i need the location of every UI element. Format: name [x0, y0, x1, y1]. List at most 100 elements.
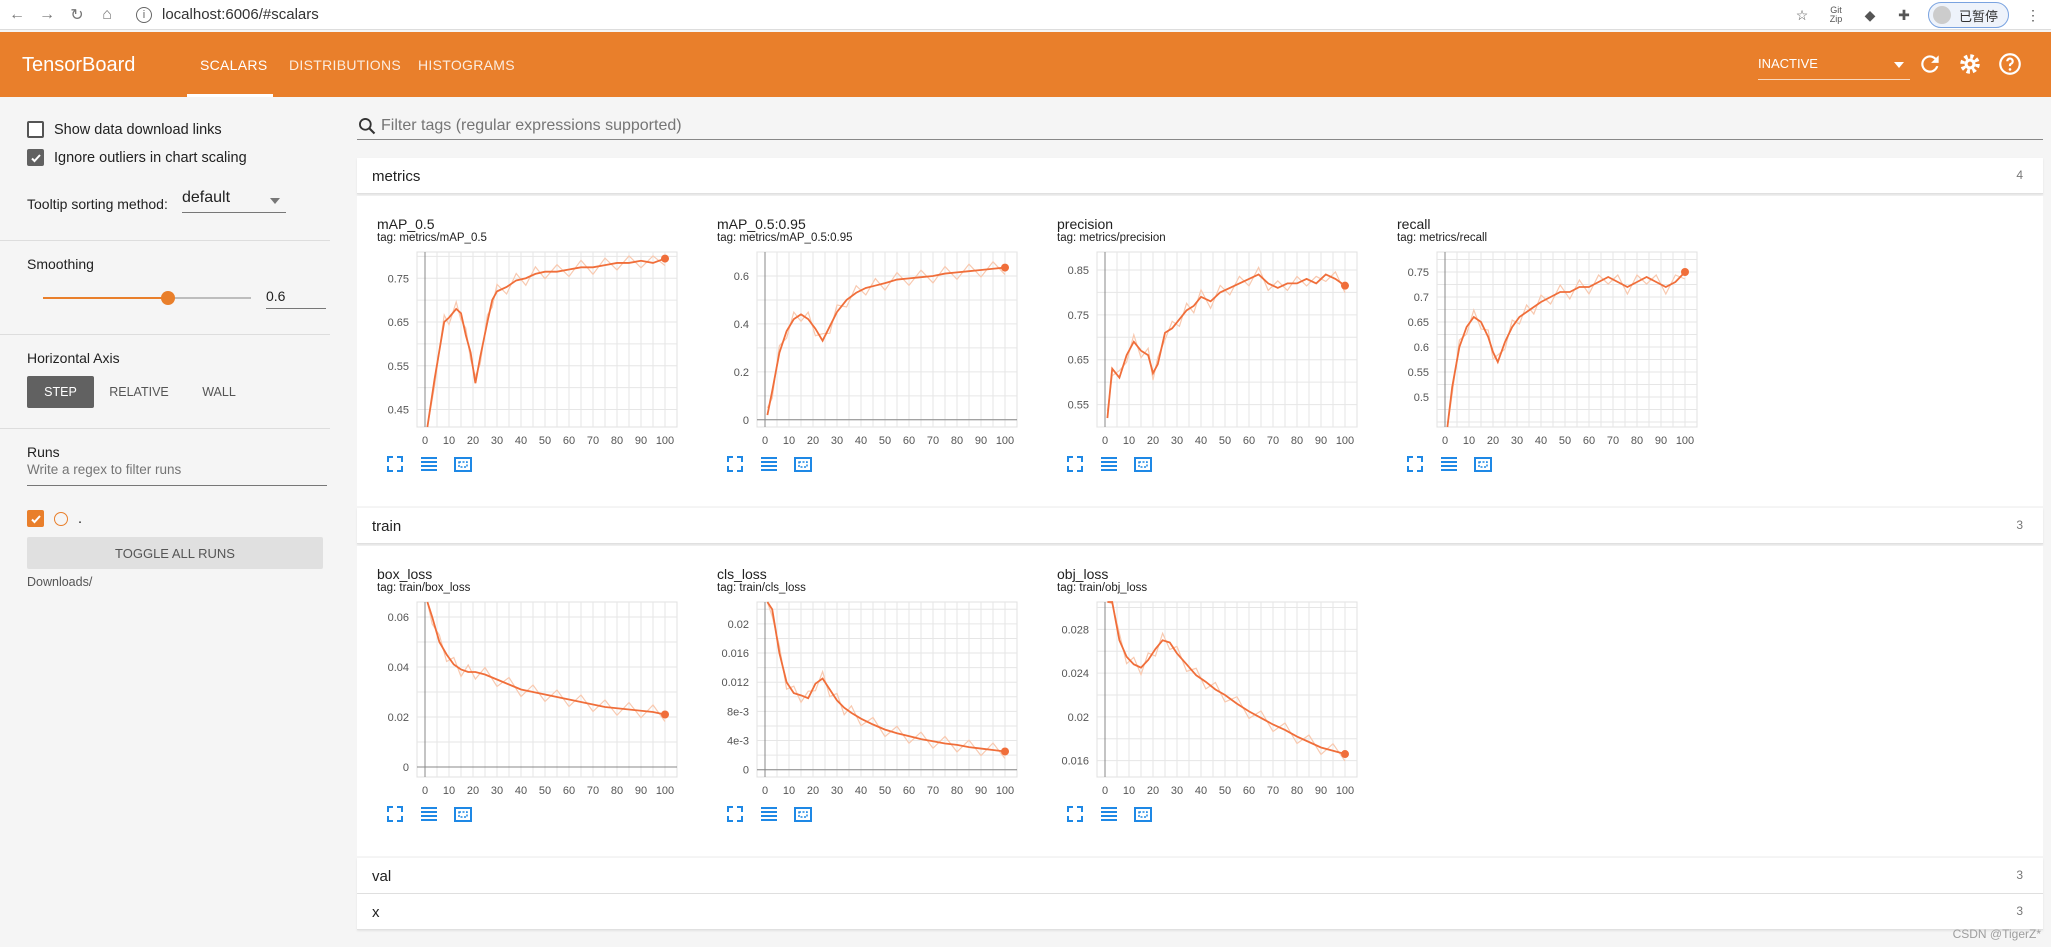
- chart-plot[interactable]: 0.5 0.55 0.6 0.65 0.7 0.75 0 10 20 30 40 50 60 70 80 90…: [1377, 246, 1707, 451]
- y-tick-label: 0.75: [388, 273, 409, 285]
- series-line[interactable]: [426, 601, 666, 716]
- log-scale-list-icon[interactable]: [1439, 454, 1459, 474]
- fit-domain-icon[interactable]: [793, 804, 813, 824]
- tab-scalars[interactable]: SCALARS: [200, 57, 268, 73]
- show-download-links-option[interactable]: Show data download links: [27, 121, 222, 138]
- info-icon[interactable]: i: [136, 6, 152, 23]
- fit-domain-icon[interactable]: [453, 804, 473, 824]
- refresh-icon[interactable]: [1917, 51, 1943, 77]
- log-scale-list-icon[interactable]: [419, 804, 439, 824]
- y-tick-label: 0: [403, 762, 409, 774]
- gitzip-extension-icon[interactable]: Git Zip: [1829, 5, 1843, 24]
- group-header-val[interactable]: val 3: [357, 858, 2043, 894]
- ignore-outliers-option[interactable]: Ignore outliers in chart scaling: [27, 149, 247, 166]
- fullscreen-icon[interactable]: [725, 804, 745, 824]
- chevron-down-icon: [270, 198, 280, 204]
- smoothing-slider[interactable]: [43, 291, 251, 305]
- axis-wall-button[interactable]: WALL: [202, 385, 236, 399]
- x-tick-label: 90: [1315, 785, 1327, 797]
- fit-domain-icon[interactable]: [1473, 454, 1493, 474]
- y-tick-label: 0.45: [388, 405, 409, 417]
- menu-icon[interactable]: ⋮: [2026, 6, 2040, 23]
- fullscreen-icon[interactable]: [1065, 454, 1085, 474]
- chart-plot[interactable]: 0 4e-3 8e-3 0.012 0.016 0.02 0 10 20 30 40 50 60 70 80…: [697, 596, 1027, 801]
- chart-plot[interactable]: 0 0.2 0.4 0.6 0 10 20 30 40 50 60 70 80 90 100: [697, 246, 1027, 451]
- fullscreen-icon[interactable]: [1065, 804, 1085, 824]
- x-tick-label: 70: [927, 435, 939, 447]
- x-tick-label: 90: [635, 785, 647, 797]
- tooltip-sorting-select[interactable]: default: [182, 189, 286, 213]
- fullscreen-icon[interactable]: [1405, 454, 1425, 474]
- series-line[interactable]: [1107, 601, 1346, 755]
- smoothing-value-input[interactable]: 0.6: [266, 285, 326, 309]
- series-line[interactable]: [766, 601, 1006, 753]
- bookmark-star-icon[interactable]: ☆: [1795, 6, 1809, 23]
- x-tick-label: 50: [879, 435, 891, 447]
- divider: [0, 428, 330, 429]
- series-line[interactable]: [766, 266, 1006, 416]
- log-scale-list-icon[interactable]: [1099, 454, 1119, 474]
- help-icon[interactable]: [1997, 51, 2023, 77]
- x-tick-label: 30: [1511, 435, 1523, 447]
- fullscreen-icon[interactable]: [725, 454, 745, 474]
- puzzle-icon[interactable]: ✚: [1898, 6, 1910, 23]
- series-line[interactable]: [1446, 271, 1686, 428]
- y-tick-label: 0.016: [721, 648, 749, 660]
- runs-filter-input[interactable]: Write a regex to filter runs: [27, 462, 327, 486]
- x-tick-label: 30: [491, 435, 503, 447]
- settings-gear-icon[interactable]: [1957, 51, 1983, 77]
- log-scale-list-icon[interactable]: [759, 454, 779, 474]
- x-tick-label: 20: [1147, 435, 1159, 447]
- extension-icon[interactable]: ◆: [1864, 6, 1876, 23]
- back-icon[interactable]: ←: [9, 5, 25, 23]
- tab-histograms[interactable]: HISTOGRAMS: [418, 57, 515, 73]
- fullscreen-icon[interactable]: [385, 804, 405, 824]
- axis-relative-button[interactable]: RELATIVE: [109, 385, 169, 399]
- group-count: 4: [2016, 168, 2023, 182]
- reload-icon[interactable]: ↻: [70, 6, 84, 24]
- chart-plot[interactable]: 0 0.02 0.04 0.06 0 10 20 30 40 50 60 70 80 90 100: [357, 596, 687, 801]
- fit-domain-icon[interactable]: [453, 454, 473, 474]
- home-icon[interactable]: ⌂: [102, 5, 112, 23]
- x-tick-label: 20: [467, 785, 479, 797]
- forward-icon[interactable]: →: [39, 5, 55, 23]
- series-line[interactable]: [1106, 273, 1346, 419]
- divider: [0, 334, 330, 335]
- group-header-metrics[interactable]: metrics 4: [357, 158, 2043, 194]
- chart-plot[interactable]: 0.016 0.02 0.024 0.028 0 10 20 30 40 50 60 70 80 90 10…: [1037, 596, 1367, 801]
- y-tick-label: 0.6: [1414, 342, 1429, 354]
- chart-card: mAP_0.5 tag: metrics/mAP_0.5 0.45 0.55 0.65 0…: [357, 216, 687, 506]
- toggle-all-runs-button[interactable]: TOGGLE ALL RUNS: [27, 537, 323, 569]
- plot-frame: [416, 251, 678, 428]
- log-scale-list-icon[interactable]: [419, 454, 439, 474]
- group-name: metrics: [372, 168, 421, 185]
- url-text: localhost:6006/#scalars: [162, 6, 319, 23]
- chart-title: obj_loss: [1057, 566, 1109, 582]
- chart-plot[interactable]: 0.55 0.65 0.75 0.85 0 10 20 30 40 50 60 70 80 90 100: [1037, 246, 1367, 451]
- run-color-circle-icon[interactable]: [54, 511, 68, 526]
- fit-domain-icon[interactable]: [793, 454, 813, 474]
- run-item[interactable]: .: [27, 510, 82, 527]
- run-checkbox[interactable]: [27, 510, 44, 527]
- profile-paused-button[interactable]: 已暂停: [1927, 2, 2009, 28]
- slider-knob[interactable]: [160, 291, 175, 305]
- fullscreen-icon[interactable]: [385, 454, 405, 474]
- x-tick-label: 90: [975, 785, 987, 797]
- browser-toolbar: ← → ↻ ⌂ i localhost:6006/#scalars ☆ Git Z…: [0, 0, 2051, 30]
- axis-step-button[interactable]: STEP: [27, 376, 94, 408]
- fit-domain-icon[interactable]: [1133, 454, 1153, 474]
- group-header-x[interactable]: x 3: [357, 894, 2043, 930]
- fit-domain-icon[interactable]: [1133, 804, 1153, 824]
- log-scale-list-icon[interactable]: [759, 804, 779, 824]
- address-bar[interactable]: i localhost:6006/#scalars: [136, 6, 319, 23]
- x-tick-label: 100: [996, 435, 1014, 447]
- chart-plot[interactable]: 0.45 0.55 0.65 0.75 0 10 20 30 40 50 60 70 80 90 100: [357, 246, 687, 451]
- inactive-dropdown[interactable]: INACTIVE: [1758, 56, 1910, 80]
- tab-distributions[interactable]: DISTRIBUTIONS: [289, 57, 402, 73]
- ignore-outliers-checkbox[interactable]: [27, 149, 44, 166]
- series-line[interactable]: [426, 257, 666, 428]
- show-download-links-checkbox[interactable]: [27, 121, 44, 138]
- filter-tags-input[interactable]: Filter tags (regular expressions support…: [357, 112, 2043, 140]
- log-scale-list-icon[interactable]: [1099, 804, 1119, 824]
- group-header-train[interactable]: train 3: [357, 508, 2043, 544]
